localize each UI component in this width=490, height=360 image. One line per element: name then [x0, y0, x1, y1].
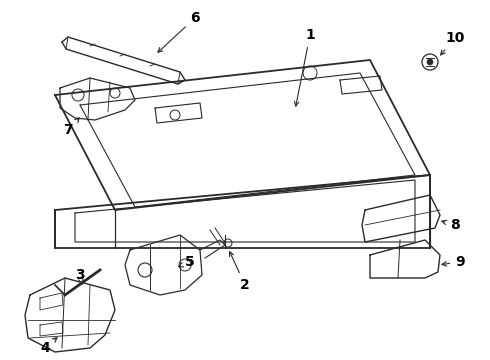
Circle shape	[427, 59, 433, 65]
Text: 4: 4	[40, 338, 57, 355]
Text: 2: 2	[229, 252, 250, 292]
Text: 10: 10	[441, 31, 465, 55]
Text: 7: 7	[63, 118, 79, 137]
Text: 5: 5	[179, 255, 195, 269]
Text: 1: 1	[294, 28, 315, 106]
Text: 6: 6	[158, 11, 200, 52]
Text: 8: 8	[442, 218, 460, 232]
Text: 9: 9	[442, 255, 465, 269]
Text: 3: 3	[75, 268, 85, 285]
